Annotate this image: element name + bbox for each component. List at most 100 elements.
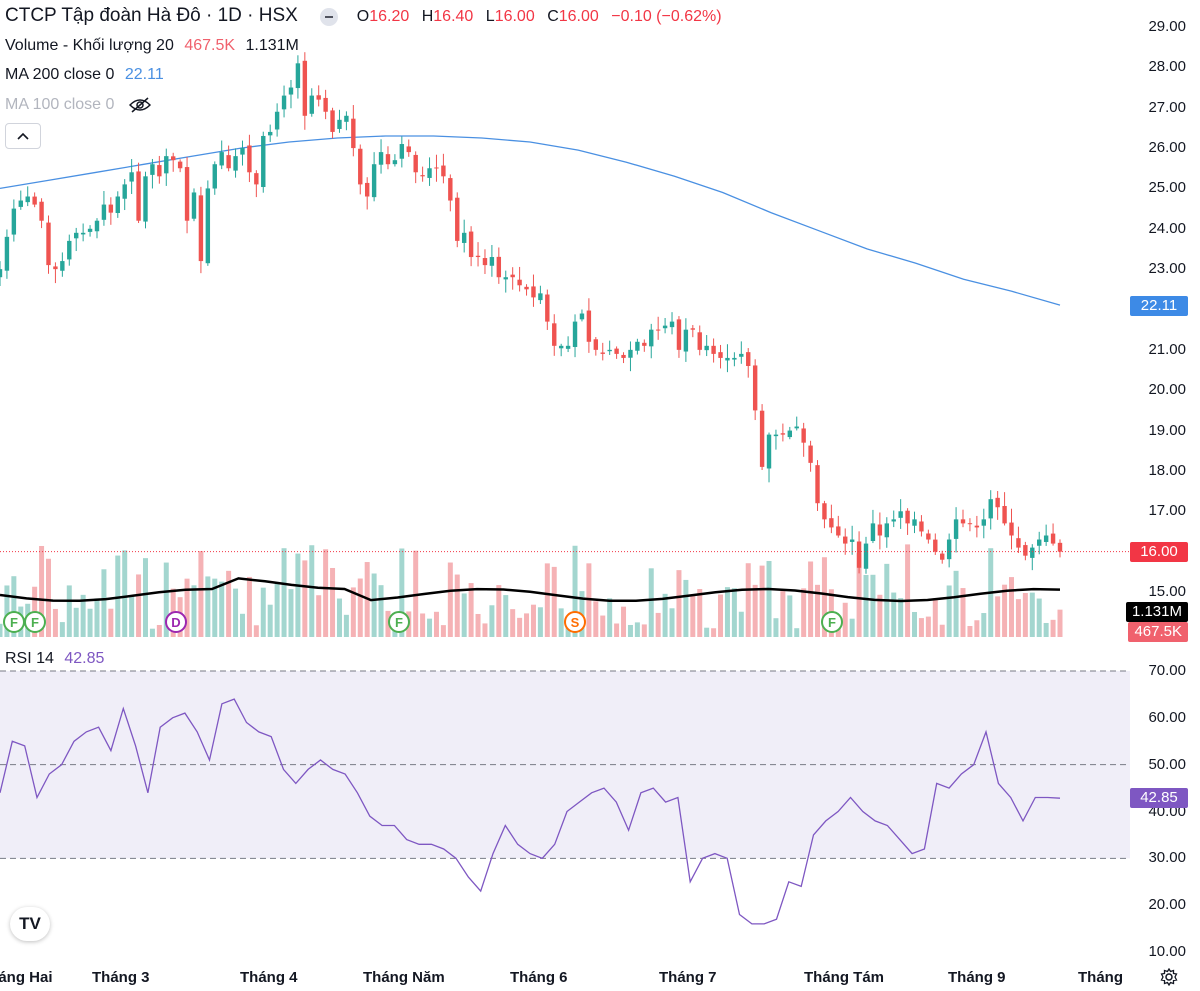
candle-body (1016, 538, 1021, 548)
collapse-legend-button[interactable] (5, 123, 41, 149)
collapse-dot-button[interactable] (320, 7, 339, 26)
candle-body (1002, 506, 1007, 524)
volume-bar (607, 598, 613, 637)
volume-bar (295, 553, 301, 637)
candle-body (1043, 535, 1049, 542)
volume-bar (939, 624, 945, 637)
candle-body (46, 222, 51, 266)
volume-bar (302, 560, 308, 637)
volume-bar (205, 576, 211, 637)
candle-body (351, 118, 356, 149)
price-axis-tick: 15.00 (1148, 583, 1186, 600)
candle-body (829, 518, 834, 528)
volume-bar (350, 587, 356, 637)
price-axis-tick: 26.00 (1148, 139, 1186, 157)
candle-body (482, 258, 488, 266)
volume-bar (219, 581, 225, 637)
event-marker-circle (165, 611, 187, 633)
volume-bar (336, 598, 342, 637)
price-axis-tick: 18.00 (1148, 461, 1186, 479)
volume-bar (1029, 592, 1035, 637)
rsi-polyline (0, 698, 1061, 925)
volume-bar (565, 625, 571, 637)
volume-bar (1043, 622, 1049, 637)
candle-body (295, 63, 301, 89)
candle-body (171, 156, 176, 161)
volume-bar (690, 594, 696, 637)
event-marker-circle (24, 611, 46, 633)
ohlc-open-value: 16.20 (369, 8, 410, 25)
volume-bar (357, 578, 363, 637)
rsi-legend[interactable]: RSI 14 42.85 (5, 649, 104, 669)
volume-bar (544, 563, 550, 637)
volume-bar (517, 617, 523, 637)
volume-legend[interactable]: Volume - Khối lượng 20 467.5K 1.131M (5, 36, 299, 56)
volume-bar (233, 588, 239, 637)
candle-body (545, 294, 550, 322)
candle-body (690, 328, 696, 330)
candle-body (233, 156, 238, 171)
volume-bar (815, 584, 821, 637)
volume-bar (641, 624, 647, 637)
event-marker: F (388, 611, 410, 633)
volume-bar (738, 611, 744, 637)
price-change: −0.10 (−0.62%) (611, 8, 722, 25)
volume-ma-line (0, 577, 1061, 603)
candle-body (739, 353, 744, 357)
volume-bar (780, 591, 786, 637)
candle-body (489, 257, 495, 266)
candle-body (995, 497, 1000, 508)
candle-body (697, 332, 702, 350)
candle-body (39, 201, 44, 221)
settings-gear-icon[interactable] (1160, 968, 1178, 986)
event-marker-letter: F (828, 615, 836, 630)
event-marker-circle (564, 611, 586, 633)
volume-bar (115, 555, 121, 637)
volume-bar (489, 605, 495, 637)
candle-body (773, 434, 779, 437)
volume-bar (891, 592, 897, 637)
candle-body (150, 164, 155, 175)
volume-bar (136, 574, 142, 637)
candle-body (953, 519, 959, 539)
volume-bar (288, 589, 294, 637)
tradingview-logo[interactable]: TV (10, 907, 50, 941)
volume-bar (960, 588, 966, 637)
candlesticks (0, 52, 1063, 574)
volume-bar (662, 593, 668, 637)
volume-bar (323, 549, 329, 637)
candle-body (122, 184, 127, 199)
candle-body (926, 533, 931, 540)
volume-bar (371, 573, 377, 637)
volume-bar (856, 553, 862, 637)
candle-body (461, 232, 467, 243)
eye-hidden-icon[interactable] (128, 97, 151, 113)
volume-bar (676, 570, 682, 637)
volume-bar (87, 608, 93, 637)
ma100-legend[interactable]: MA 100 close 0 (5, 95, 151, 115)
candle-body (905, 510, 910, 524)
rsi-level-lines (0, 670, 1130, 859)
volume-bar (184, 578, 190, 637)
candle-body (891, 519, 896, 522)
volume-bar (655, 612, 661, 637)
event-marker-circle (388, 611, 410, 633)
volume-bar (316, 595, 322, 637)
volume-ma-polyline (0, 577, 1061, 603)
volume-bar (274, 583, 280, 637)
ma200-legend[interactable]: MA 200 close 0 22.11 (5, 65, 164, 85)
candle-body (240, 148, 245, 155)
candle-body (877, 524, 883, 536)
candle-body (32, 196, 37, 205)
candle-body (129, 172, 134, 182)
rsi-label: RSI 14 (5, 650, 54, 667)
price-axis-tick: 20.00 (1148, 381, 1186, 399)
candle-body (524, 286, 529, 290)
rsi-axis-tick: 60.00 (1148, 708, 1186, 726)
candle-body (226, 155, 231, 169)
candle-body (455, 197, 460, 241)
rsi-axis-tick: 20.00 (1148, 896, 1186, 914)
volume-bar (718, 594, 724, 637)
tradingview-logo-text: TV (19, 914, 41, 933)
